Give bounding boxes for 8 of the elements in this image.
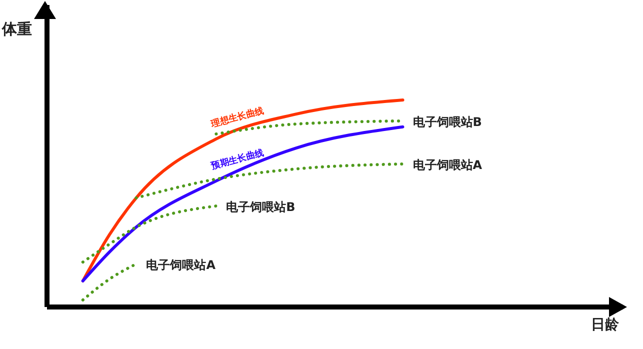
text: 日龄: [591, 317, 620, 333]
text: 理想生长曲线: [209, 105, 266, 130]
text: 预期生长曲线: [209, 147, 266, 172]
series-label: 电子饲喂站B: [226, 200, 296, 214]
series-label: 电子饲喂站A: [146, 258, 216, 272]
series-label: 电子饲喂站B: [412, 114, 482, 129]
y-axis-title: 体重: [1, 20, 32, 38]
series-label: 电子饲喂站A: [412, 158, 483, 172]
